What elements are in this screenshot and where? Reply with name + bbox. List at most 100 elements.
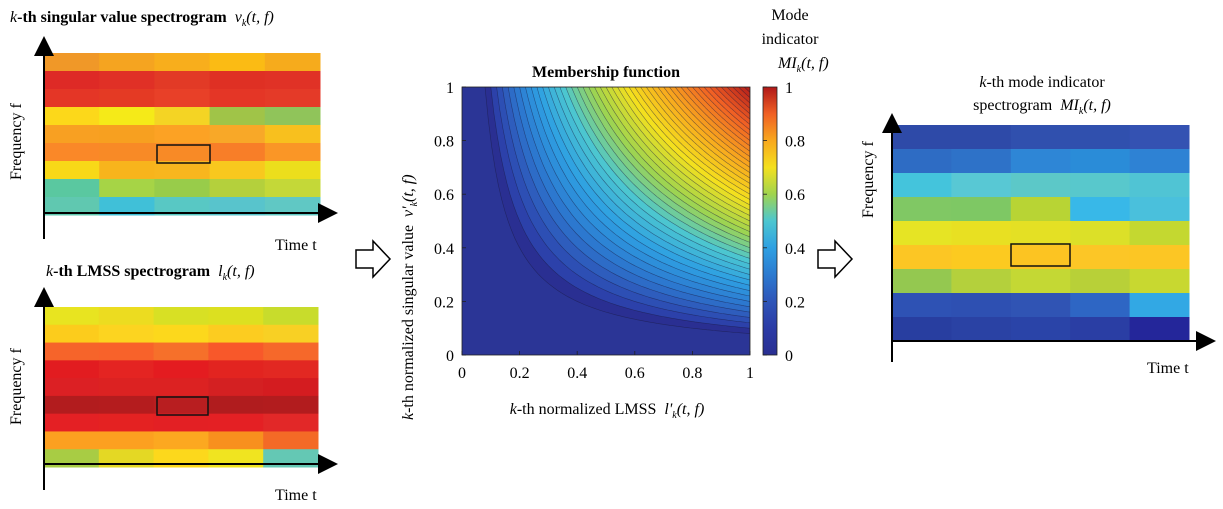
membership-title: Membership function xyxy=(532,64,680,81)
heatmap-cell xyxy=(1070,173,1131,198)
heatmap-cell xyxy=(209,161,266,180)
y-tick-label: 0 xyxy=(446,348,454,365)
heatmap-cell xyxy=(98,324,155,344)
heatmap-cell xyxy=(1129,221,1190,246)
heatmap-cell xyxy=(208,449,264,468)
heatmap-cell xyxy=(98,307,155,326)
heatmap-cell xyxy=(263,413,319,432)
colorbar-title-line2: indicator xyxy=(762,31,820,48)
heatmap-cell xyxy=(263,449,319,468)
heatmap-cell xyxy=(44,378,100,397)
lmss-heatmap xyxy=(44,307,319,468)
heatmap-cell xyxy=(892,293,952,318)
heatmap-cell xyxy=(209,53,266,72)
heatmap-cell xyxy=(1129,245,1190,270)
heatmap-cell xyxy=(44,324,100,344)
heatmap-cell xyxy=(98,413,155,432)
heatmap-cell xyxy=(209,89,266,108)
heatmap-cell xyxy=(44,395,100,415)
heatmap-cell xyxy=(1010,317,1071,342)
heatmap-cell xyxy=(154,107,211,126)
heatmap-cell xyxy=(209,143,266,162)
heatmap-cell xyxy=(44,161,100,180)
x-tick-label: 0 xyxy=(458,365,466,382)
colorbar-ticks: 0 0.2 0.4 0.6 0.8 1 xyxy=(763,80,805,365)
heatmap-cell xyxy=(44,107,100,126)
heatmap-cell xyxy=(44,125,100,144)
colorbar-title-line1: Mode xyxy=(771,7,808,24)
x-tick-label: 1 xyxy=(746,365,754,382)
heatmap-cell xyxy=(1070,293,1131,318)
heatmap-cell xyxy=(99,107,155,126)
highlight-cell-box xyxy=(156,144,211,164)
heatmap-cell xyxy=(44,431,100,450)
heatmap-cell xyxy=(153,413,209,432)
heatmap-cell xyxy=(1070,197,1131,222)
heatmap-cell xyxy=(98,342,155,361)
colorbar-tick-label: 1 xyxy=(785,80,793,97)
heatmap-cell xyxy=(209,71,266,90)
heatmap-cell xyxy=(99,143,155,162)
heatmap-cell xyxy=(892,317,952,342)
x-axis-title: k-th normalized LMSS l'k(t, f) xyxy=(510,401,705,421)
flow-arrow-left xyxy=(355,239,392,279)
heatmap-cell xyxy=(1010,125,1071,150)
heatmap-cell xyxy=(208,360,264,379)
heatmap-cell xyxy=(1129,149,1190,174)
heatmap-cell xyxy=(264,53,321,72)
y-tick-label: 0.2 xyxy=(434,294,454,311)
heatmap-cell xyxy=(264,197,321,216)
heatmap-cell xyxy=(951,269,1012,294)
heatmap-cell xyxy=(44,89,100,108)
time-axis-label: Time t xyxy=(275,487,317,504)
heatmap-cell xyxy=(208,395,264,415)
colorbar-title-line3: MIk(t, f) xyxy=(777,55,829,75)
heatmap-cell xyxy=(263,431,319,450)
heatmap-cell xyxy=(951,245,1012,270)
singular-value-title: k-th singular value spectrogram vk(t, f) xyxy=(10,9,274,29)
heatmap-cell xyxy=(44,342,100,361)
mode-indicator-spectrogram-panel: k-th mode indicator spectrogram MIk(t, f… xyxy=(860,74,1216,377)
heatmap-cell xyxy=(44,307,100,326)
heatmap-cell xyxy=(951,149,1012,174)
heatmap-cell xyxy=(263,324,319,344)
colorbar-tick-label: 0.6 xyxy=(785,187,805,204)
heatmap-cell xyxy=(44,413,100,432)
heatmap-cell xyxy=(264,179,321,198)
heatmap-cell xyxy=(1070,269,1131,294)
heatmap-cell xyxy=(1070,149,1131,174)
flow-arrow-right xyxy=(817,239,854,279)
heatmap-cell xyxy=(1129,269,1190,294)
heatmap-cell xyxy=(892,125,952,150)
heatmap-cell xyxy=(264,161,321,180)
frequency-axis-label: Frequency f xyxy=(8,347,25,425)
heatmap-cell xyxy=(1010,269,1071,294)
heatmap-cell xyxy=(153,378,209,397)
colorbar xyxy=(762,86,778,356)
x-tick-label: 0.8 xyxy=(682,365,702,382)
heatmap-cell xyxy=(208,431,264,450)
time-axis-label: Time t xyxy=(1147,360,1189,377)
heatmap-cell xyxy=(208,342,264,361)
heatmap-cell xyxy=(99,53,155,72)
heatmap-cell xyxy=(154,197,211,216)
heatmap-cell xyxy=(892,149,952,174)
x-tick-label: 0.2 xyxy=(510,365,530,382)
heatmap-cell xyxy=(98,360,155,379)
heatmap-cell xyxy=(263,342,319,361)
heatmap-cell xyxy=(153,324,209,344)
heatmap-cell xyxy=(1129,125,1190,150)
x-tick-label: 0.6 xyxy=(625,365,645,382)
heatmap-cell xyxy=(99,125,155,144)
heatmap-cell xyxy=(263,395,319,415)
membership-contour-plot xyxy=(462,87,750,355)
mode-indicator-heatmap xyxy=(892,125,1190,342)
frequency-axis-label: Frequency f xyxy=(8,102,25,180)
highlight-cell-box xyxy=(156,396,209,416)
y-tick-label: 0.8 xyxy=(434,134,454,151)
colorbar-tick-label: 0.4 xyxy=(785,241,805,258)
mode-indicator-title-line2: spectrogram MIk(t, f) xyxy=(973,97,1111,117)
heatmap-cell xyxy=(154,89,211,108)
heatmap-cell xyxy=(1010,197,1071,222)
heatmap-cell xyxy=(153,431,209,450)
